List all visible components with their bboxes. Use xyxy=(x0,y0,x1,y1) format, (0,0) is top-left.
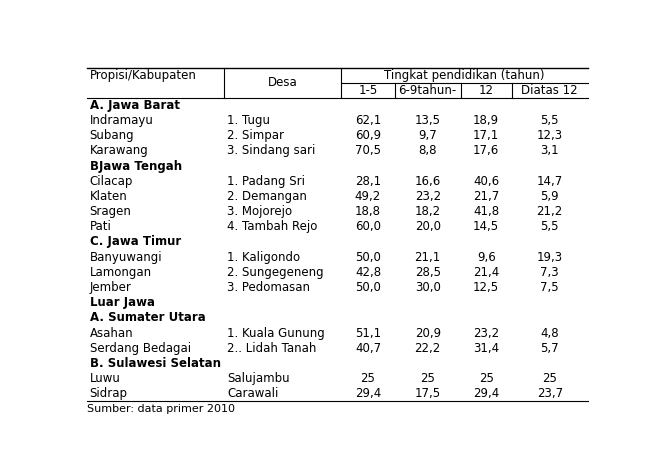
Text: 1. Tugu: 1. Tugu xyxy=(227,114,270,127)
Text: 25: 25 xyxy=(479,372,493,385)
Text: 18,9: 18,9 xyxy=(473,114,499,127)
Text: 25: 25 xyxy=(420,372,435,385)
Text: 28,1: 28,1 xyxy=(355,175,381,188)
Text: 29,4: 29,4 xyxy=(473,387,499,400)
Text: 49,2: 49,2 xyxy=(355,190,381,203)
Text: 2. Demangan: 2. Demangan xyxy=(227,190,307,203)
Text: 21,7: 21,7 xyxy=(473,190,499,203)
Text: Jember: Jember xyxy=(90,281,131,294)
Text: 17,6: 17,6 xyxy=(473,144,499,158)
Text: Propisi/Kabupaten: Propisi/Kabupaten xyxy=(90,68,197,82)
Text: 51,1: 51,1 xyxy=(355,327,381,339)
Text: 60,0: 60,0 xyxy=(355,220,381,233)
Text: Banyuwangi: Banyuwangi xyxy=(90,251,162,264)
Text: 20,9: 20,9 xyxy=(415,327,441,339)
Text: Desa: Desa xyxy=(268,76,298,89)
Text: 5,7: 5,7 xyxy=(541,342,559,354)
Text: 70,5: 70,5 xyxy=(355,144,381,158)
Text: 41,8: 41,8 xyxy=(473,205,499,218)
Text: 40,6: 40,6 xyxy=(473,175,499,188)
Text: Lamongan: Lamongan xyxy=(90,266,152,279)
Text: 50,0: 50,0 xyxy=(355,281,381,294)
Text: 62,1: 62,1 xyxy=(355,114,381,127)
Text: 23,2: 23,2 xyxy=(415,190,441,203)
Text: Asahan: Asahan xyxy=(90,327,133,339)
Text: Cilacap: Cilacap xyxy=(90,175,133,188)
Text: 21,2: 21,2 xyxy=(537,205,563,218)
Text: 5,5: 5,5 xyxy=(541,114,559,127)
Text: A. Sumater Utara: A. Sumater Utara xyxy=(90,312,205,324)
Text: 1-5: 1-5 xyxy=(358,84,378,97)
Text: 29,4: 29,4 xyxy=(355,387,381,400)
Text: Sidrap: Sidrap xyxy=(90,387,128,400)
Text: 60,9: 60,9 xyxy=(355,129,381,142)
Text: 18,8: 18,8 xyxy=(355,205,381,218)
Text: 21,1: 21,1 xyxy=(415,251,441,264)
Text: B. Sulawesi Selatan: B. Sulawesi Selatan xyxy=(90,357,220,370)
Text: 25: 25 xyxy=(543,372,557,385)
Text: 2. Sungegeneng: 2. Sungegeneng xyxy=(227,266,323,279)
Text: Karawang: Karawang xyxy=(90,144,148,158)
Text: 50,0: 50,0 xyxy=(355,251,381,264)
Text: 18,2: 18,2 xyxy=(415,205,441,218)
Text: 3,1: 3,1 xyxy=(541,144,559,158)
Text: 3. Sindang sari: 3. Sindang sari xyxy=(227,144,316,158)
Text: 8,8: 8,8 xyxy=(419,144,437,158)
Text: 1. Padang Sri: 1. Padang Sri xyxy=(227,175,305,188)
Text: 25: 25 xyxy=(361,372,375,385)
Text: 21,4: 21,4 xyxy=(473,266,499,279)
Text: 17,1: 17,1 xyxy=(473,129,499,142)
Text: 16,6: 16,6 xyxy=(415,175,441,188)
Text: Indramayu: Indramayu xyxy=(90,114,154,127)
Text: 23,2: 23,2 xyxy=(473,327,499,339)
Text: Pati: Pati xyxy=(90,220,112,233)
Text: 1. Kaligondo: 1. Kaligondo xyxy=(227,251,300,264)
Text: BJawa Tengah: BJawa Tengah xyxy=(90,160,182,173)
Text: 12: 12 xyxy=(479,84,494,97)
Text: 5,9: 5,9 xyxy=(541,190,559,203)
Text: 31,4: 31,4 xyxy=(473,342,499,354)
Text: Salujambu: Salujambu xyxy=(227,372,289,385)
Text: 6-9tahun-: 6-9tahun- xyxy=(399,84,457,97)
Text: 14,5: 14,5 xyxy=(473,220,499,233)
Text: 3. Mojorejo: 3. Mojorejo xyxy=(227,205,292,218)
Text: 22,2: 22,2 xyxy=(415,342,441,354)
Text: 30,0: 30,0 xyxy=(415,281,441,294)
Text: A. Jawa Barat: A. Jawa Barat xyxy=(90,99,180,112)
Text: 2.. Lidah Tanah: 2.. Lidah Tanah xyxy=(227,342,316,354)
Text: Sragen: Sragen xyxy=(90,205,131,218)
Text: 28,5: 28,5 xyxy=(415,266,441,279)
Text: 17,5: 17,5 xyxy=(415,387,441,400)
Text: Sumber: data primer 2010: Sumber: data primer 2010 xyxy=(87,404,235,414)
Text: 1. Kuala Gunung: 1. Kuala Gunung xyxy=(227,327,325,339)
Text: 3. Pedomasan: 3. Pedomasan xyxy=(227,281,310,294)
Text: Diatas 12: Diatas 12 xyxy=(522,84,578,97)
Text: 40,7: 40,7 xyxy=(355,342,381,354)
Text: 12,5: 12,5 xyxy=(473,281,499,294)
Text: 20,0: 20,0 xyxy=(415,220,441,233)
Text: Klaten: Klaten xyxy=(90,190,127,203)
Text: 4. Tambah Rejo: 4. Tambah Rejo xyxy=(227,220,318,233)
Text: 4,8: 4,8 xyxy=(541,327,559,339)
Text: 7,3: 7,3 xyxy=(541,266,559,279)
Text: 2. Simpar: 2. Simpar xyxy=(227,129,284,142)
Text: 5,5: 5,5 xyxy=(541,220,559,233)
Text: 19,3: 19,3 xyxy=(537,251,563,264)
Text: 12,3: 12,3 xyxy=(537,129,563,142)
Text: Subang: Subang xyxy=(90,129,134,142)
Text: Serdang Bedagai: Serdang Bedagai xyxy=(90,342,191,354)
Text: Tingkat pendidikan (tahun): Tingkat pendidikan (tahun) xyxy=(384,68,545,82)
Text: 13,5: 13,5 xyxy=(415,114,441,127)
Text: 14,7: 14,7 xyxy=(537,175,563,188)
Text: Carawali: Carawali xyxy=(227,387,278,400)
Text: Luwu: Luwu xyxy=(90,372,121,385)
Text: 9,7: 9,7 xyxy=(419,129,437,142)
Text: Luar Jawa: Luar Jawa xyxy=(90,296,155,309)
Text: 23,7: 23,7 xyxy=(537,387,563,400)
Text: C. Jawa Timur: C. Jawa Timur xyxy=(90,236,181,248)
Text: 9,6: 9,6 xyxy=(477,251,495,264)
Text: 7,5: 7,5 xyxy=(541,281,559,294)
Text: 42,8: 42,8 xyxy=(355,266,381,279)
